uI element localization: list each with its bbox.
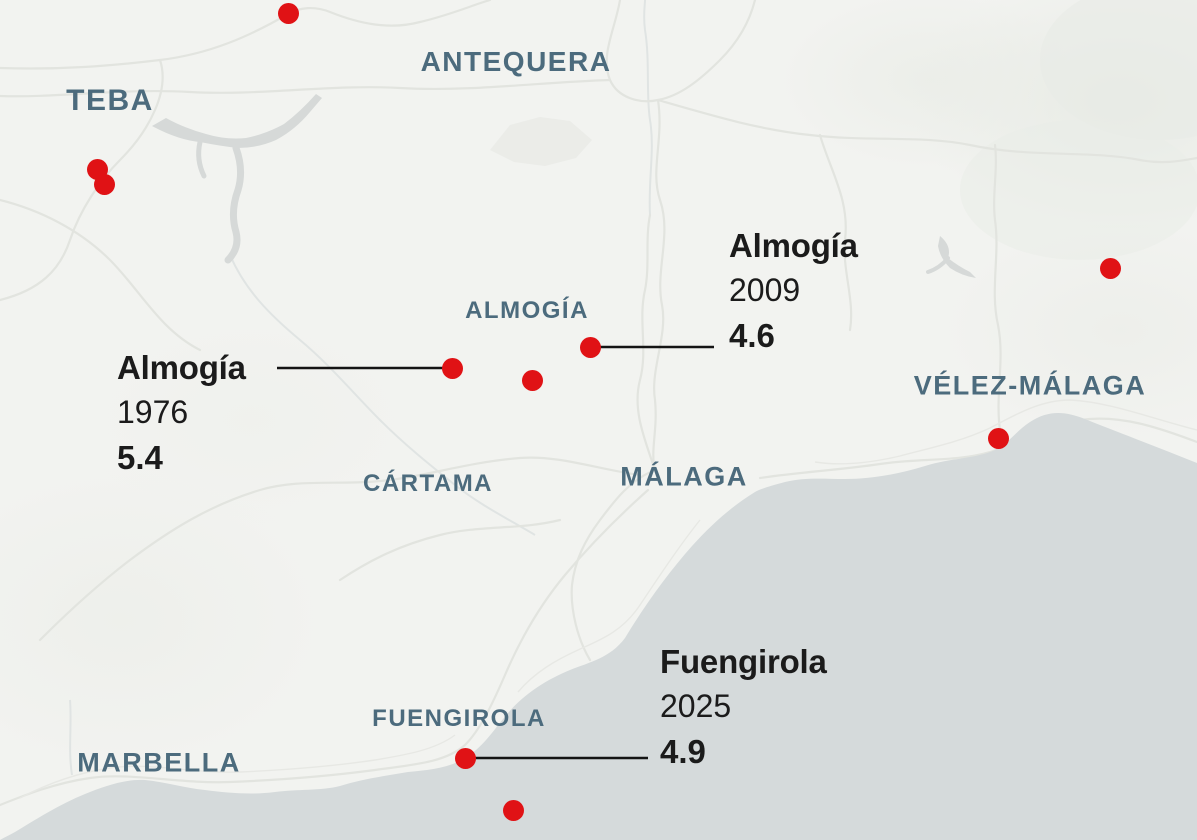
annotation-place: Almogía <box>117 349 246 386</box>
callout-lines <box>277 345 714 760</box>
earthquake-epicenter-dot <box>441 357 463 379</box>
earthquake-epicenter-dot <box>93 173 115 195</box>
earthquake-epicenter-dot <box>502 799 524 821</box>
sea <box>0 412 1197 840</box>
annotation-year: 2025 <box>660 688 732 724</box>
earthquake-epicenter-dot <box>521 369 543 391</box>
map-label-antequera: ANTEQUERA <box>420 46 612 77</box>
map-label-marbella: MARBELLA <box>77 747 241 778</box>
terrain-patches <box>490 0 1197 260</box>
annotation-place: Fuengirola <box>660 643 827 680</box>
map-label-almogia: ALMOGÍA <box>465 297 589 324</box>
annotation-fuengirola-2025: Fuengirola 2025 4.9 <box>660 640 827 775</box>
map-label-fuengirola: FUENGIROLA <box>372 705 546 732</box>
reservoirs <box>152 94 976 278</box>
earthquake-epicenter-dot <box>579 336 601 358</box>
annotation-magnitude: 5.4 <box>117 439 163 476</box>
roads <box>0 0 1197 807</box>
annotation-magnitude: 4.6 <box>729 317 775 354</box>
earthquake-epicenter-dot <box>277 2 299 24</box>
earthquake-epicenter-dot <box>1099 257 1121 279</box>
guadalteba-reservoir <box>152 94 322 148</box>
annotation-year: 1976 <box>117 394 189 430</box>
map-label-cartama: CÁRTAMA <box>362 470 494 497</box>
vinuela-reservoir <box>938 236 976 278</box>
annotation-almogia-2009: Almogía 2009 4.6 <box>729 224 858 359</box>
earthquake-epicenter-dot <box>454 747 476 769</box>
map-label-velez-malaga: VÉLEZ-MÁLAGA <box>913 370 1147 401</box>
coastal-contours <box>19 399 1197 799</box>
map-label-malaga: MÁLAGA <box>620 461 748 492</box>
annotation-year: 2009 <box>729 272 801 308</box>
earthquake-epicenter-dot <box>987 427 1009 449</box>
annotation-almogia-1976: Almogía 1976 5.4 <box>117 346 246 481</box>
annotation-place: Almogía <box>729 227 858 264</box>
rivers <box>69 0 653 776</box>
map-label-teba: TEBA <box>66 84 154 117</box>
annotation-magnitude: 4.9 <box>660 733 706 770</box>
